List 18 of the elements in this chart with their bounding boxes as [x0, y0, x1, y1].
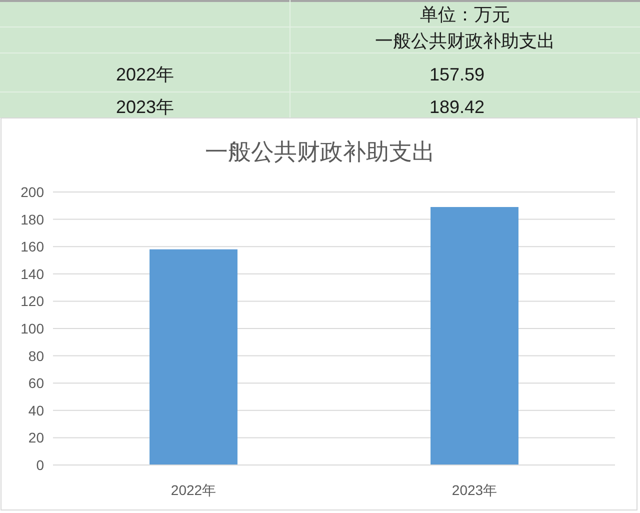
y-tick-label: 100 [20, 320, 44, 336]
y-tick-label: 20 [28, 430, 44, 446]
category-label: 2023年 [116, 97, 174, 117]
y-tick-label: 180 [20, 211, 44, 228]
text: 一般公共财政补助支出 [375, 31, 555, 51]
y-tick-label: 40 [28, 402, 44, 418]
chart-title: 一般公共财政补助支出 [205, 140, 435, 164]
data-label: 157.59 [429, 64, 485, 84]
data-label: 189.42 [429, 97, 485, 117]
category-label: 2022年 [116, 64, 174, 84]
y-tick-label: 80 [28, 348, 44, 364]
y-tick-label: 140 [20, 266, 44, 282]
y-tick-label: 0 [36, 457, 44, 473]
y-tick-label: 200 [20, 184, 44, 200]
y-tick-label: 120 [20, 293, 44, 310]
text: 单位：万元 [420, 4, 510, 24]
y-tick-label: 160 [20, 238, 44, 255]
y-tick-label: 60 [28, 375, 44, 392]
